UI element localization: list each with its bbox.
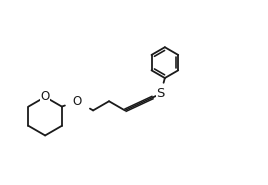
Text: O: O	[40, 90, 50, 103]
Text: S: S	[157, 87, 165, 100]
Text: O: O	[73, 95, 82, 108]
